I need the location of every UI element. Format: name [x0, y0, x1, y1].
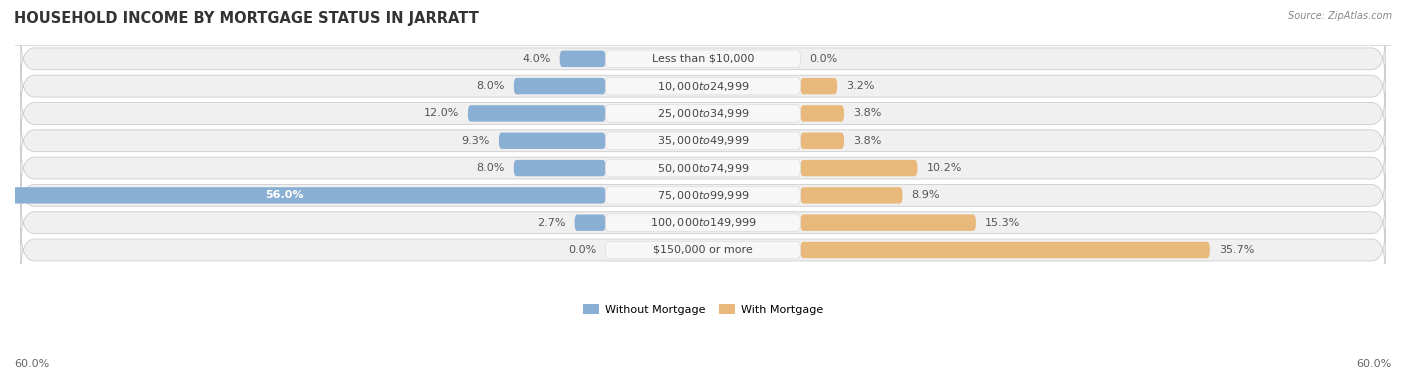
Text: $150,000 or more: $150,000 or more: [654, 245, 752, 255]
Text: 60.0%: 60.0%: [14, 359, 49, 369]
FancyBboxPatch shape: [513, 160, 606, 176]
FancyBboxPatch shape: [606, 187, 800, 204]
FancyBboxPatch shape: [575, 215, 606, 231]
FancyBboxPatch shape: [800, 105, 844, 122]
Text: 10.2%: 10.2%: [927, 163, 962, 173]
FancyBboxPatch shape: [800, 242, 1209, 258]
FancyBboxPatch shape: [800, 160, 918, 176]
Text: Less than $10,000: Less than $10,000: [652, 54, 754, 64]
Text: 8.0%: 8.0%: [477, 163, 505, 173]
Text: $35,000 to $49,999: $35,000 to $49,999: [657, 134, 749, 147]
Text: $75,000 to $99,999: $75,000 to $99,999: [657, 189, 749, 202]
FancyBboxPatch shape: [21, 201, 1385, 245]
FancyBboxPatch shape: [560, 51, 606, 67]
Text: Source: ZipAtlas.com: Source: ZipAtlas.com: [1288, 11, 1392, 21]
Text: $50,000 to $74,999: $50,000 to $74,999: [657, 162, 749, 175]
FancyBboxPatch shape: [21, 37, 1385, 81]
Text: 35.7%: 35.7%: [1219, 245, 1254, 255]
FancyBboxPatch shape: [499, 133, 606, 149]
FancyBboxPatch shape: [800, 133, 844, 149]
Text: 9.3%: 9.3%: [461, 136, 489, 146]
FancyBboxPatch shape: [21, 92, 1385, 135]
Text: 60.0%: 60.0%: [1357, 359, 1392, 369]
Text: 3.8%: 3.8%: [853, 136, 882, 146]
FancyBboxPatch shape: [800, 187, 903, 204]
FancyBboxPatch shape: [606, 50, 800, 67]
Text: $10,000 to $24,999: $10,000 to $24,999: [657, 80, 749, 93]
Text: 15.3%: 15.3%: [986, 218, 1021, 228]
FancyBboxPatch shape: [606, 132, 800, 150]
Legend: Without Mortgage, With Mortgage: Without Mortgage, With Mortgage: [578, 300, 828, 319]
FancyBboxPatch shape: [606, 159, 800, 177]
Text: 2.7%: 2.7%: [537, 218, 565, 228]
Text: HOUSEHOLD INCOME BY MORTGAGE STATUS IN JARRATT: HOUSEHOLD INCOME BY MORTGAGE STATUS IN J…: [14, 11, 479, 26]
Text: $25,000 to $34,999: $25,000 to $34,999: [657, 107, 749, 120]
FancyBboxPatch shape: [21, 119, 1385, 162]
Text: 4.0%: 4.0%: [522, 54, 551, 64]
FancyBboxPatch shape: [513, 78, 606, 94]
Text: 3.8%: 3.8%: [853, 109, 882, 118]
FancyBboxPatch shape: [606, 214, 800, 231]
Text: 56.0%: 56.0%: [266, 190, 304, 200]
FancyBboxPatch shape: [468, 105, 606, 122]
FancyBboxPatch shape: [0, 187, 606, 204]
Text: 0.0%: 0.0%: [568, 245, 596, 255]
Text: 0.0%: 0.0%: [810, 54, 838, 64]
FancyBboxPatch shape: [606, 105, 800, 122]
Text: 8.0%: 8.0%: [477, 81, 505, 91]
FancyBboxPatch shape: [606, 77, 800, 95]
FancyBboxPatch shape: [21, 64, 1385, 108]
Text: 12.0%: 12.0%: [423, 109, 458, 118]
FancyBboxPatch shape: [606, 241, 800, 259]
FancyBboxPatch shape: [21, 173, 1385, 217]
FancyBboxPatch shape: [21, 228, 1385, 272]
Text: $100,000 to $149,999: $100,000 to $149,999: [650, 216, 756, 229]
FancyBboxPatch shape: [800, 78, 837, 94]
Text: 8.9%: 8.9%: [911, 190, 941, 200]
Text: 3.2%: 3.2%: [846, 81, 875, 91]
FancyBboxPatch shape: [800, 215, 976, 231]
FancyBboxPatch shape: [21, 146, 1385, 190]
